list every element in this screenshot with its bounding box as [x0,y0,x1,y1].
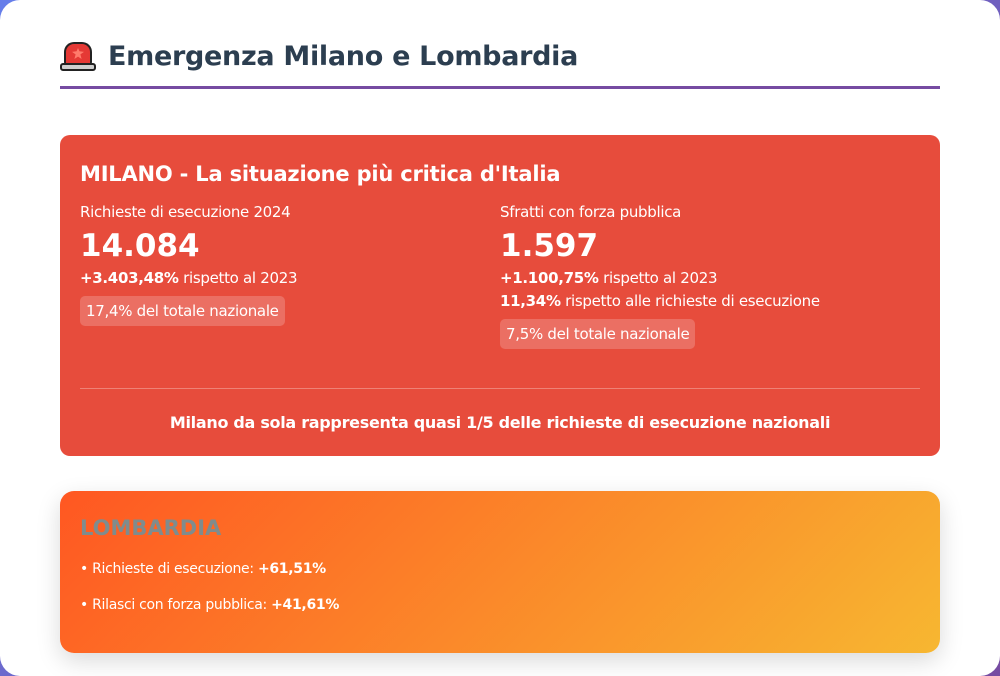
milano-summary: Milano da sola rappresenta quasi 1/5 del… [169,413,831,432]
page-title: Emergenza Milano e Lombardia [108,41,579,72]
lombardia-item: • Richieste di esecuzione: +61,51% [80,561,326,577]
stat-change: +1.100,75% rispetto al 2023 [500,269,718,287]
stat-richieste: Richieste di esecuzione 2024 14.084 +3.4… [80,201,500,349]
divider [80,388,920,389]
stat-value: 14.084 [80,228,200,264]
share-badge: 17,4% del totale nazionale [80,296,285,326]
police-siren-icon [60,42,96,72]
stat-change: +3.403,48% rispetto al 2023 [80,269,298,287]
stat-value: 1.597 [500,228,599,264]
stat-sfratti: Sfratti con forza pubblica 1.597 +1.100,… [500,201,920,349]
milano-card: MILANO - La situazione più critica d'Ita… [60,135,940,456]
stat-label: Sfratti con forza pubblica [500,203,682,221]
share-badge: 7,5% del totale nazionale [500,319,696,349]
lombardia-card: LOMBARDIA • Richieste di esecuzione: +61… [60,491,940,653]
stat-ratio: 11,34% rispetto alle richieste di esecuz… [500,292,820,310]
lombardia-item: • Rilasci con forza pubblica: +41,61% [80,597,340,613]
stat-label: Richieste di esecuzione 2024 [80,203,291,221]
page-header: Emergenza Milano e Lombardia [60,38,940,89]
milano-title: MILANO - La situazione più critica d'Ita… [80,162,561,186]
lombardia-title: LOMBARDIA [80,516,222,540]
